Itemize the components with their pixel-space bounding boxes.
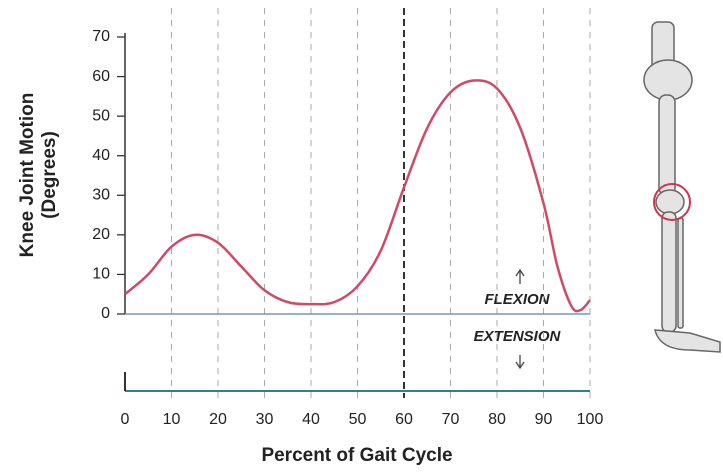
x-tick-label: 10 [163, 411, 181, 428]
annotation: EXTENSION [474, 328, 562, 345]
y-tick-label: 50 [92, 107, 110, 124]
x-tick-label: 50 [349, 411, 367, 428]
data-line [124, 79, 591, 313]
x-tick-label: 80 [488, 411, 506, 428]
y-axis-title: (Degrees) [39, 131, 60, 219]
leg-illustration [643, 21, 721, 353]
x-tick-label: 40 [302, 411, 320, 428]
annotation: FLEXION [484, 291, 550, 308]
x-tick-label: 30 [256, 411, 274, 428]
x-tick-label: 0 [121, 411, 130, 428]
arrow [515, 268, 525, 284]
x-tick-label: 20 [209, 411, 227, 428]
arrow [515, 355, 525, 370]
y-tick-label: 40 [92, 147, 110, 164]
x-tick-label: 60 [395, 411, 413, 428]
y-tick-label: 0 [101, 305, 110, 322]
y-tick-label: 30 [92, 187, 110, 204]
y-tick-label: 70 [92, 28, 110, 45]
y-axis-title: Knee Joint Motion [17, 93, 38, 258]
x-tick-label: 90 [535, 411, 553, 428]
y-tick-label: 60 [92, 68, 110, 85]
x-tick-label: 70 [442, 411, 460, 428]
x-tick-label: 100 [577, 411, 604, 428]
x-axis-title: Percent of Gait Cycle [261, 445, 452, 466]
y-tick-label: 20 [92, 226, 110, 243]
y-tick-label: 10 [92, 266, 110, 283]
